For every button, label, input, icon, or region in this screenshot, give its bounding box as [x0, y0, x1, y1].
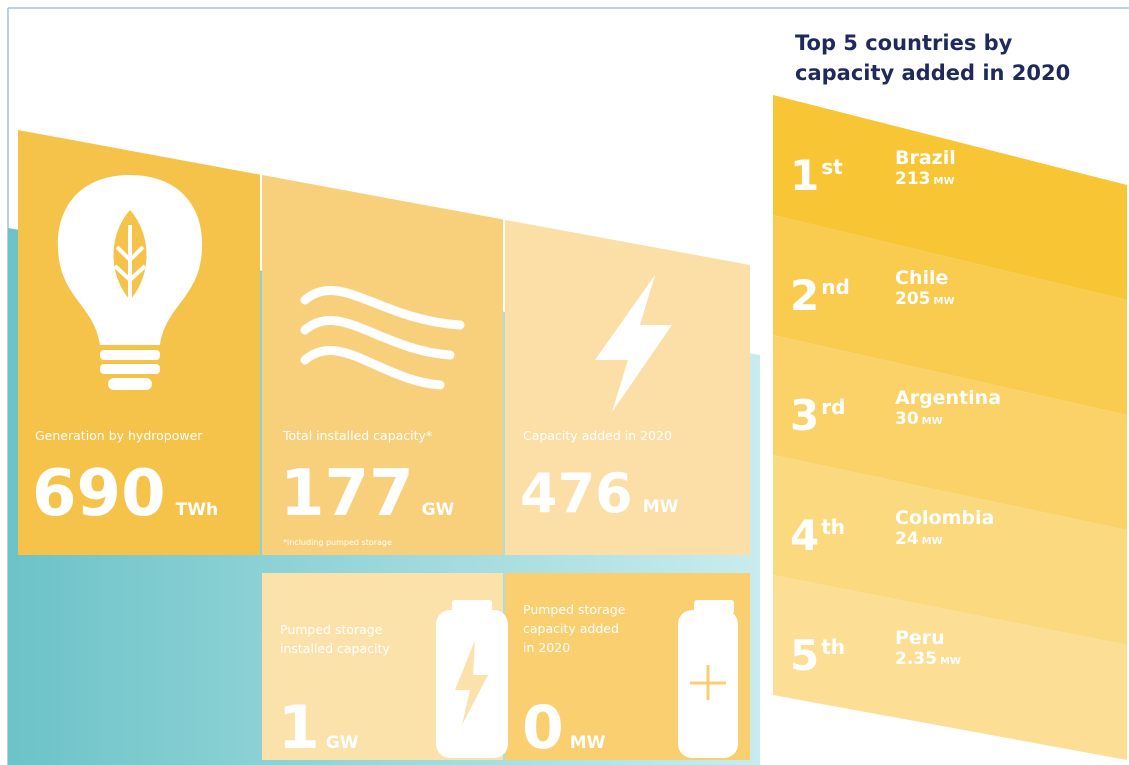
lightning-icon	[595, 275, 672, 412]
stat-value: 690 TWh	[32, 457, 218, 531]
unit: MW	[643, 497, 679, 517]
country: Brazil	[895, 147, 956, 169]
rank-suffix: nd	[821, 275, 850, 299]
bulb-icon	[57, 175, 203, 390]
stat-value: 177 GW	[280, 457, 455, 531]
rank-number: 2	[790, 271, 819, 320]
stat-label: Capacity added in 2020	[523, 428, 672, 443]
stat-label: installed capacity	[280, 641, 390, 656]
country-value: 24 MW	[895, 529, 943, 549]
ranking-title: Top 5 countries by	[795, 31, 1013, 55]
rank-suffix: st	[821, 155, 843, 179]
stat-label: Generation by hydropower	[35, 428, 203, 443]
stat-value: 476 MW	[520, 462, 679, 525]
unit: MW	[940, 656, 961, 667]
ranking-band	[773, 455, 1127, 645]
unit: GW	[326, 733, 359, 753]
ranking-band	[773, 95, 1127, 300]
stat-label: Total installed capacity*	[282, 428, 432, 443]
value: 2.35	[895, 649, 937, 669]
country: Argentina	[895, 387, 1001, 409]
stat-label: in 2020	[523, 640, 570, 655]
waves-icon	[300, 286, 465, 390]
stat-label: Pumped storage	[280, 622, 383, 637]
unit: TWh	[176, 500, 218, 520]
stat-value: 0 MW	[522, 693, 606, 763]
rank-number: 4	[790, 511, 819, 560]
country-value: 213 MW	[895, 169, 954, 189]
rank-suffix: rd	[821, 395, 845, 419]
value: 690	[32, 457, 166, 531]
country-value: 30 MW	[895, 409, 943, 429]
country: Peru	[895, 627, 945, 649]
unit: GW	[422, 500, 455, 520]
ranking-title: capacity added in 2020	[795, 61, 1070, 85]
ranking-band	[773, 575, 1127, 760]
battery-icon	[678, 600, 738, 758]
value: 213	[895, 169, 931, 189]
ranking-band	[773, 335, 1127, 530]
rank-number: 3	[790, 391, 819, 440]
battery-icon	[436, 600, 508, 758]
unit: MW	[570, 733, 606, 753]
country-value: 2.35 MW	[895, 649, 961, 669]
rank-suffix: th	[821, 635, 845, 659]
value: 205	[895, 289, 931, 309]
rank-number: 5	[790, 631, 819, 680]
ranking-band	[773, 215, 1127, 415]
country-value: 205 MW	[895, 289, 954, 309]
value: 24	[895, 529, 919, 549]
rank-suffix: th	[821, 515, 845, 539]
value: 30	[895, 409, 919, 429]
stat-note: *including pumped storage	[283, 538, 392, 547]
value: 0	[522, 693, 564, 763]
value: 177	[280, 457, 414, 531]
unit: MW	[922, 536, 943, 547]
value: 1	[278, 693, 320, 763]
value: 476	[520, 462, 633, 525]
rank-number: 1	[790, 151, 819, 200]
country: Colombia	[895, 507, 994, 529]
stat-label: capacity added	[523, 621, 619, 636]
stat-label: Pumped storage	[523, 602, 626, 617]
stat-value: 1 GW	[278, 693, 359, 763]
country: Chile	[895, 267, 948, 289]
unit: MW	[934, 296, 955, 307]
unit: MW	[934, 176, 955, 187]
unit: MW	[922, 416, 943, 427]
